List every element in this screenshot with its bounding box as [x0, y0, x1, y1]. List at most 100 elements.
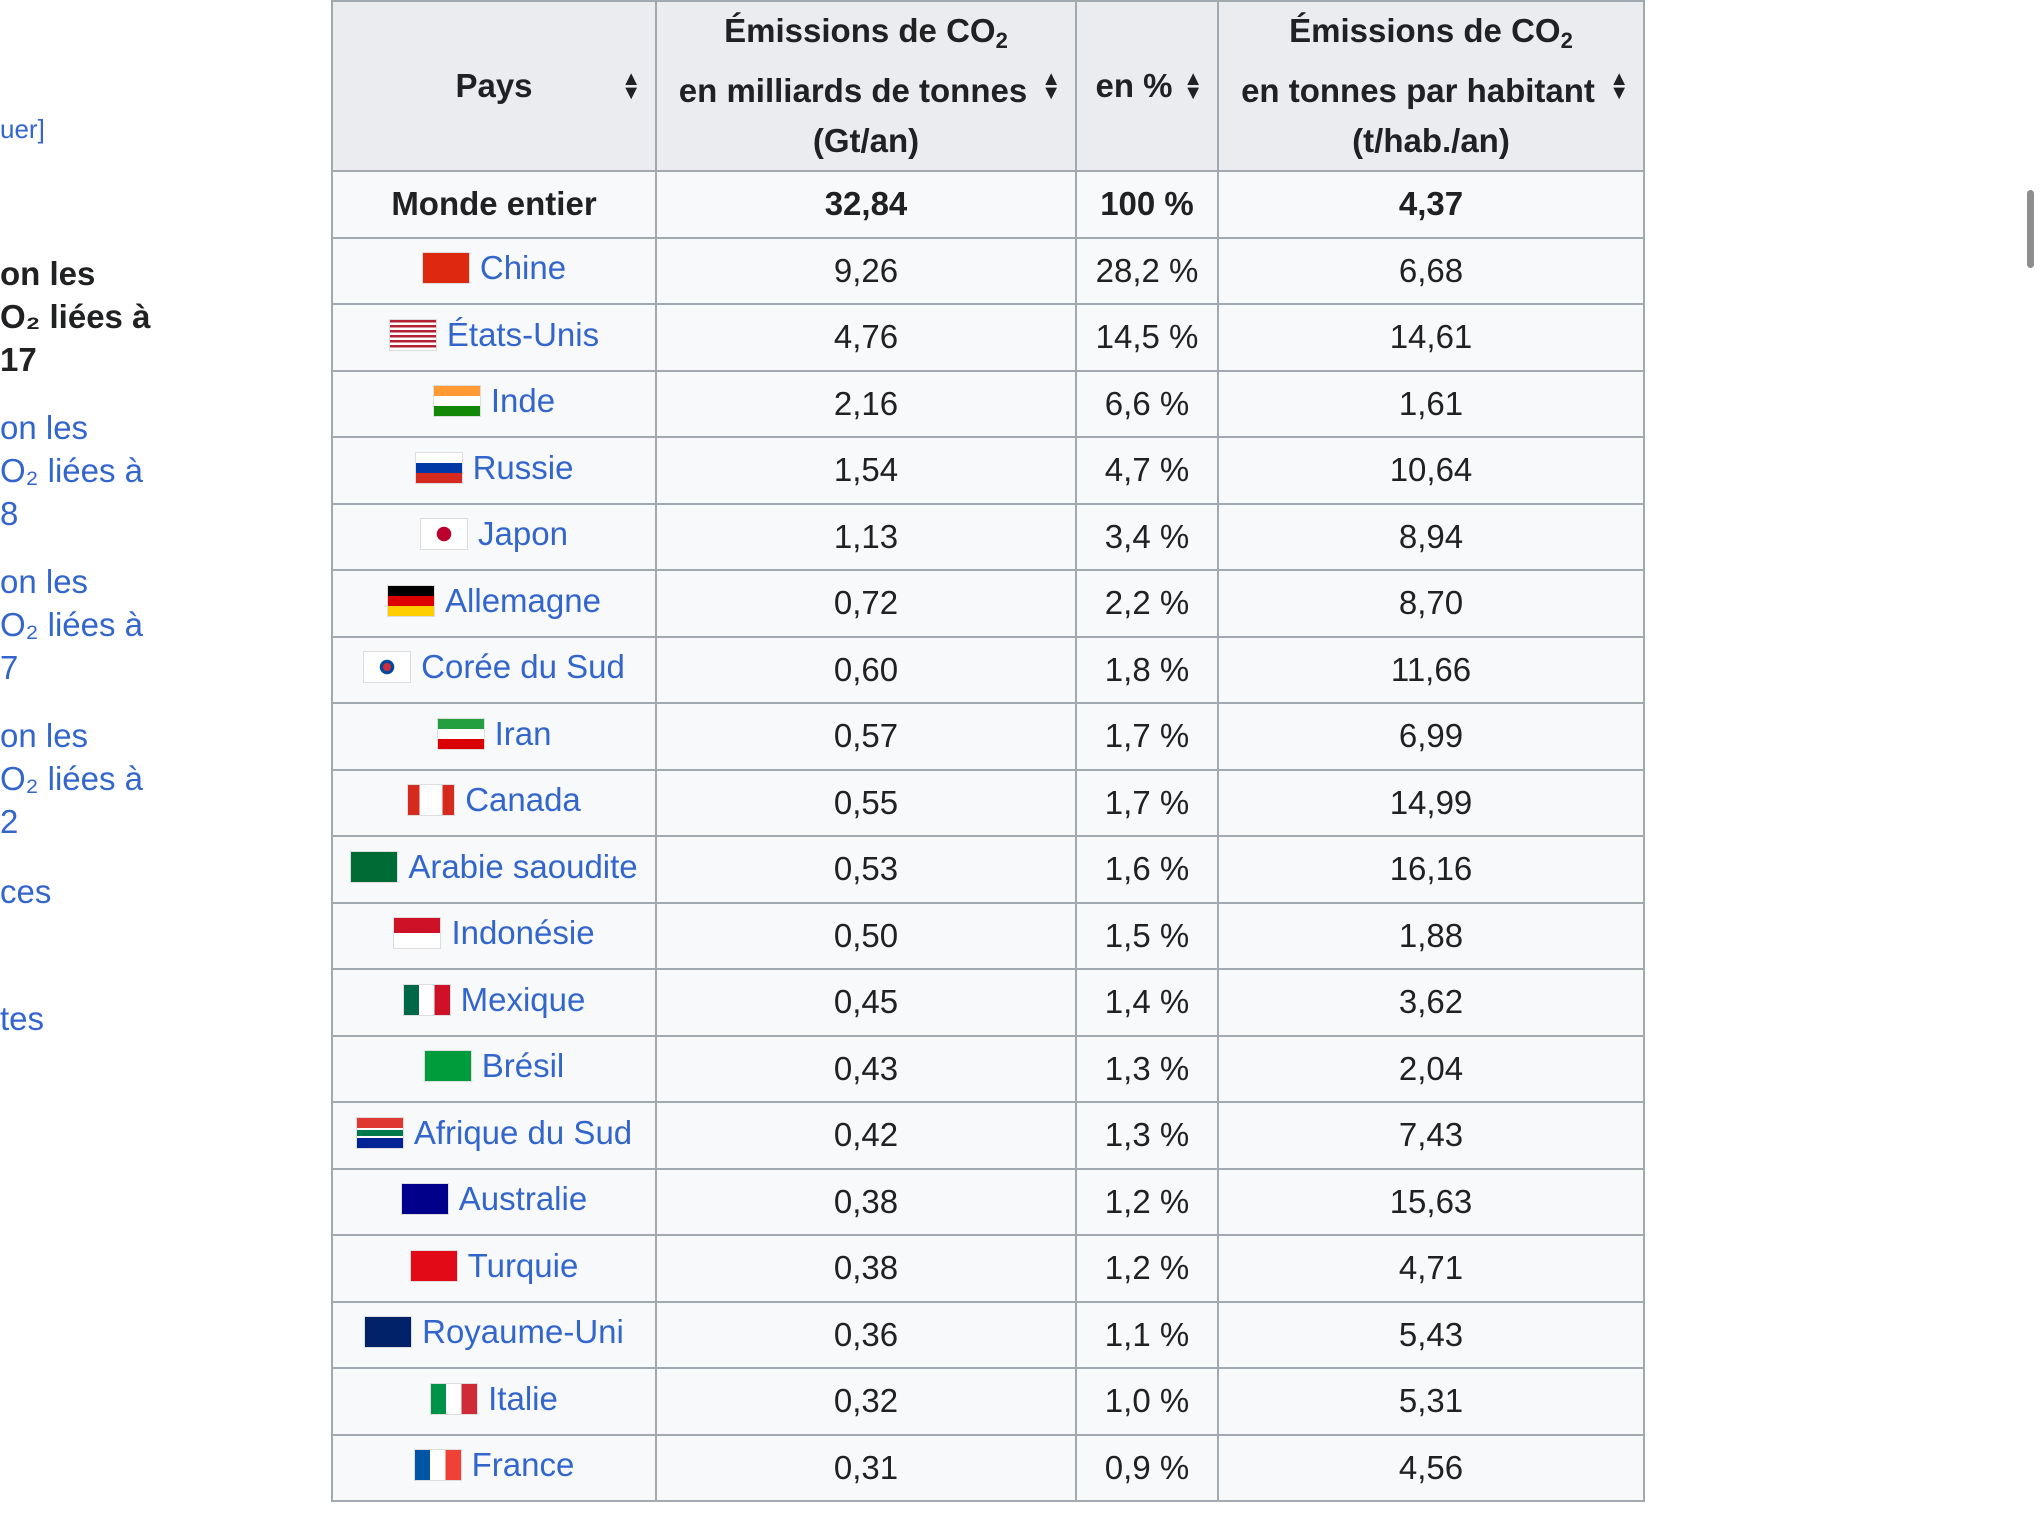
emissions-table-wrapper: Pays ▲ ▼ Émissions de CO2 en milliards de…: [331, 0, 1645, 1502]
country-name: Japon: [478, 515, 568, 553]
table-row-world: Monde entier 32,84 100 % 4,37: [331, 170, 1645, 239]
scrollbar[interactable]: [2027, 190, 2034, 268]
cell-country: Allemagne: [331, 569, 657, 638]
cell-pct: 100 %: [1075, 170, 1219, 239]
toc-link-4[interactable]: ces: [0, 873, 52, 910]
column-header-label: en %: [1095, 67, 1173, 104]
cell-gt: 0,38: [655, 1167, 1077, 1236]
cell-hab: 10,64: [1217, 436, 1645, 505]
cell-country: Australie: [331, 1167, 657, 1236]
cell-pct: 4,7 %: [1075, 436, 1219, 505]
country-name: Turquie: [467, 1246, 579, 1284]
country-link[interactable]: Chine: [421, 249, 566, 287]
country-link[interactable]: Australie: [400, 1180, 587, 1218]
cell-country: Iran: [331, 702, 657, 771]
country-link[interactable]: Turquie: [409, 1246, 579, 1285]
table-row: France 0,31 0,9 % 4,56: [331, 1433, 1645, 1502]
sort-icon[interactable]: ▲ ▼: [1183, 68, 1203, 104]
cell-pct: 1,8 %: [1075, 635, 1219, 704]
country-link[interactable]: Royaume-Uni: [364, 1313, 624, 1351]
southafrica-flag-icon: [355, 1116, 404, 1149]
toc-link-2[interactable]: on les O₂ liées à 7: [0, 560, 143, 689]
toc-link-line: on les: [0, 717, 89, 754]
column-header-hab[interactable]: Émissions de CO2 en tonnes par habitant …: [1217, 0, 1645, 172]
cell-country: Russie: [331, 436, 657, 505]
russia-flag-icon: [414, 451, 463, 484]
country-link[interactable]: Inde: [432, 382, 555, 420]
toc-link-line: on les: [0, 409, 89, 446]
toc-link-1[interactable]: on les O₂ liées à 8: [0, 406, 143, 535]
cell-gt: 0,36: [655, 1300, 1077, 1369]
table-row: Corée du Sud 0,60 1,8 % 11,66: [331, 635, 1645, 704]
cell-pct: 1,2 %: [1075, 1167, 1219, 1236]
country-name: Italie: [488, 1379, 558, 1417]
header-subscript: 2: [1560, 28, 1573, 53]
country-link[interactable]: Afrique du Sud: [355, 1114, 632, 1152]
cell-country: Corée du Sud: [331, 635, 657, 704]
edit-link[interactable]: uer]: [0, 114, 45, 144]
country-name: Corée du Sud: [421, 648, 625, 686]
column-header-gt[interactable]: Émissions de CO2 en milliards de tonnes …: [655, 0, 1077, 172]
germany-flag-icon: [387, 584, 436, 617]
cell-country: France: [331, 1433, 657, 1502]
cell-hab: 8,70: [1217, 569, 1645, 638]
sort-icon[interactable]: ▲ ▼: [621, 68, 641, 104]
country-link[interactable]: Corée du Sud: [363, 648, 625, 686]
cell-pct: 3,4 %: [1075, 502, 1219, 571]
cell-country: Italie: [331, 1367, 657, 1436]
country-link[interactable]: Allemagne: [387, 582, 601, 620]
cell-hab: 15,63: [1217, 1167, 1645, 1236]
country-link[interactable]: Italie: [430, 1380, 558, 1418]
cell-hab: 4,37: [1217, 170, 1645, 239]
column-header-label: (Gt/an): [812, 122, 920, 159]
country-link[interactable]: Arabie saoudite: [350, 848, 638, 886]
country-link[interactable]: États-Unis: [388, 316, 599, 354]
column-header-pays[interactable]: Pays ▲ ▼: [331, 0, 657, 172]
cell-gt: 0,57: [655, 702, 1077, 771]
country-link[interactable]: Iran: [436, 715, 551, 753]
cell-hab: 7,43: [1217, 1101, 1645, 1170]
country-link[interactable]: Canada: [407, 781, 581, 819]
cell-gt: 0,53: [655, 835, 1077, 904]
cell-pct: 1,1 %: [1075, 1300, 1219, 1369]
cell-hab: 14,99: [1217, 768, 1645, 837]
cell-country: Mexique: [331, 968, 657, 1037]
cell-pct: 1,7 %: [1075, 702, 1219, 771]
cell-hab: 16,16: [1217, 835, 1645, 904]
cell-pct: 1,2 %: [1075, 1234, 1219, 1303]
brazil-flag-icon: [423, 1050, 472, 1083]
column-header-label: Émissions de CO2: [1229, 6, 1633, 66]
country-link[interactable]: Brésil: [423, 1047, 565, 1085]
cell-country: Chine: [331, 236, 657, 305]
toc-link-3[interactable]: on les O₂ liées à 2: [0, 714, 143, 843]
cell-hab: 3,62: [1217, 968, 1645, 1037]
country-name: Brésil: [481, 1047, 565, 1085]
table-header-row: Pays ▲ ▼ Émissions de CO2 en milliards de…: [331, 0, 1645, 172]
table-row: Japon 1,13 3,4 % 8,94: [331, 502, 1645, 571]
table-row: Indonésie 0,50 1,5 % 1,88: [331, 901, 1645, 970]
cell-gt: 0,55: [655, 768, 1077, 837]
country-link[interactable]: Mexique: [402, 981, 585, 1019]
country-name: France: [471, 1446, 575, 1484]
cell-country: Royaume-Uni: [331, 1300, 657, 1369]
country-link[interactable]: Indonésie: [393, 914, 595, 952]
country-link[interactable]: Japon: [420, 515, 568, 553]
country-link[interactable]: Russie: [414, 449, 573, 487]
country-link[interactable]: France: [413, 1446, 575, 1484]
toc-link-5[interactable]: tes: [0, 1000, 45, 1037]
cell-pct: 1,3 %: [1075, 1101, 1219, 1170]
cell-hab: 11,66: [1217, 635, 1645, 704]
sort-icon[interactable]: ▲ ▼: [1041, 68, 1061, 104]
cell-gt: 0,32: [655, 1367, 1077, 1436]
column-header-pct[interactable]: en % ▲ ▼: [1075, 0, 1219, 172]
sort-icon[interactable]: ▲ ▼: [1609, 68, 1629, 104]
table-row: Mexique 0,45 1,4 % 3,62: [331, 968, 1645, 1037]
cell-pct: 1,5 %: [1075, 901, 1219, 970]
table-row: États-Unis 4,76 14,5 % 14,61: [331, 303, 1645, 372]
canada-flag-icon: [407, 784, 456, 817]
cell-hab: 14,61: [1217, 303, 1645, 372]
toc-heading-line: 17: [0, 341, 37, 378]
toc-link-line: 7: [0, 649, 19, 686]
cell-hab: 5,31: [1217, 1367, 1645, 1436]
cell-gt: 1,54: [655, 436, 1077, 505]
